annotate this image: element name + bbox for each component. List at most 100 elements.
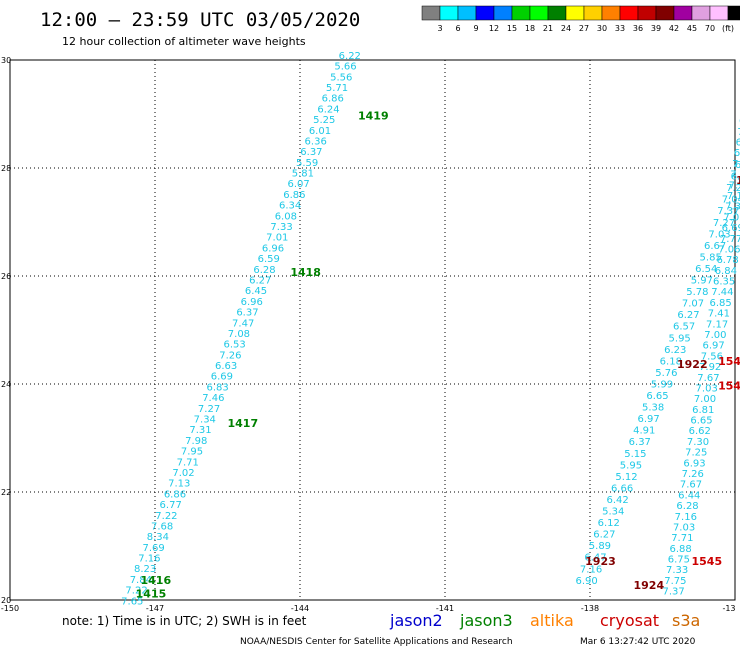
wave-height-value: 7.16	[580, 564, 602, 575]
wave-height-value: 7.33	[666, 565, 688, 576]
wave-height-value: 5.95	[620, 460, 642, 471]
hour-label: 1544	[718, 379, 740, 392]
y-tick-label: 24	[1, 380, 11, 389]
colorbar-label: 36	[633, 24, 643, 33]
wave-height-value: 6.78	[716, 255, 738, 266]
wave-height-value: 6.22	[339, 51, 361, 62]
wave-height-value: 7.56	[701, 351, 723, 362]
x-tick-label: -144	[291, 604, 309, 613]
wave-height-value: 7.06	[723, 212, 740, 223]
wave-height-value: 7.01	[266, 233, 288, 244]
colorbar-label: 42	[669, 24, 679, 33]
footer-note: note: 1) Time is in UTC; 2) SWH is in fe…	[62, 614, 307, 628]
wave-height-value: 7.67	[697, 373, 719, 384]
wave-height-value: 7.44	[711, 287, 733, 298]
wave-height-value: 6.57	[673, 322, 695, 333]
colorbar-label: 45	[687, 24, 697, 33]
wave-height-value: 7.06	[718, 244, 740, 255]
wave-height-value: 5.38	[642, 403, 664, 414]
wave-height-value: 7.25	[685, 448, 707, 459]
wave-height-value: 6.59	[258, 254, 280, 265]
colorbar-swatch	[655, 5, 675, 21]
wave-height-value: 5.59	[296, 158, 318, 169]
colorbar-label: 39	[651, 24, 661, 33]
wave-height-value: 6.63	[215, 361, 237, 372]
wave-height-value: 6.27	[249, 275, 271, 286]
wave-height-value: 6.97	[735, 160, 740, 171]
mission-altika: altika	[530, 611, 574, 630]
wave-height-value: 7.30	[687, 437, 709, 448]
wave-height-value: 7.13	[168, 479, 190, 490]
wave-height-value: 7.37	[717, 206, 739, 217]
wave-height-value: 6.85	[709, 298, 731, 309]
wave-height-value: 5.34	[602, 507, 624, 518]
wave-height-value: 6.37	[300, 147, 322, 158]
wave-height-value: 5.71	[326, 83, 348, 94]
colorbar-swatch	[511, 5, 531, 21]
mission-cryosat: cryosat	[600, 611, 659, 630]
y-tick-label: 30	[1, 56, 11, 65]
wave-height-value: 6.37	[629, 437, 651, 448]
wave-height-value: 6.96	[241, 297, 263, 308]
wave-height-value: 6.73	[734, 148, 740, 159]
x-tick-labels: -150 -147 -144 -141 -138 -13	[1, 604, 736, 613]
wave-height-value: 6.65	[690, 416, 712, 427]
wave-height-value: 5.81	[292, 169, 314, 180]
wave-height-value: 6.44	[678, 490, 700, 501]
plot-frame	[9, 59, 736, 601]
wave-height-value: 6.65	[646, 391, 668, 402]
wave-height-value: 6.35	[713, 277, 735, 288]
wave-height-value: 7.98	[185, 436, 207, 447]
wave-height-value: 7.32	[725, 202, 740, 213]
wave-height-value: 7.02	[172, 468, 194, 479]
wave-height-value: 6.83	[206, 382, 228, 393]
colorbar-swatch	[421, 5, 441, 21]
wave-height-value: 6.36	[305, 136, 327, 147]
wave-height-value: 6.86	[283, 190, 305, 201]
hour-label: 1923	[585, 555, 616, 568]
hour-label: 1419	[358, 109, 389, 122]
wave-height-value: 7.26	[682, 469, 704, 480]
x-tick-label: -150	[1, 604, 19, 613]
hour-label: 1922	[677, 358, 708, 371]
hour-label: 1416	[141, 574, 172, 587]
wave-height-value: 5.89	[589, 541, 611, 552]
hour-label: 1417	[228, 417, 259, 430]
wave-height-value: 7.16	[675, 512, 697, 523]
x-tick-label: -138	[581, 604, 599, 613]
mission-jason2: jason2	[389, 611, 443, 630]
wave-height-value: 6.97	[703, 341, 725, 352]
colorbar-label: 33	[615, 24, 625, 33]
hour-label: 1545	[692, 555, 723, 568]
wave-height-value: 6.37	[236, 308, 258, 319]
hour-label: 154	[718, 355, 740, 368]
colorbar-swatch	[565, 5, 585, 21]
wave-height-value: 6.86	[164, 489, 186, 500]
colorbar-label: 70	[705, 24, 715, 33]
colorbar-swatch	[583, 5, 603, 21]
wave-height-value: 6.01	[309, 126, 331, 137]
wave-height-value: 5.66	[334, 62, 356, 73]
wave-height-value: 5.78	[686, 287, 708, 298]
wave-height-value: 7.34	[194, 415, 216, 426]
x-tick-label: -147	[146, 604, 164, 613]
wave-height-value: 7.46	[202, 393, 224, 404]
y-tick-label: 26	[1, 272, 11, 281]
wave-height-value: 7.65	[121, 596, 143, 607]
colorbar-swatch	[547, 5, 567, 21]
colorbar-swatch	[709, 5, 729, 21]
hour-label: 19	[736, 174, 740, 187]
colorbar-label: 30	[597, 24, 607, 33]
wave-height-value: 6.73	[736, 138, 740, 149]
x-tick-label: -141	[436, 604, 454, 613]
colorbar-label: 21	[543, 24, 553, 33]
wave-height-value: 7.08	[228, 329, 250, 340]
wave-height-value: 8.23	[134, 564, 156, 575]
wave-height-value: 7.27	[198, 404, 220, 415]
wave-height-value: 7.28	[726, 183, 740, 194]
colorbar-swatch	[673, 5, 693, 21]
colorbar-swatch	[727, 5, 740, 21]
chart-title: 12:00 — 23:59 UTC 03/05/2020	[40, 9, 360, 31]
colorbar-swatch	[475, 5, 495, 21]
colorbar-swatch	[493, 5, 513, 21]
